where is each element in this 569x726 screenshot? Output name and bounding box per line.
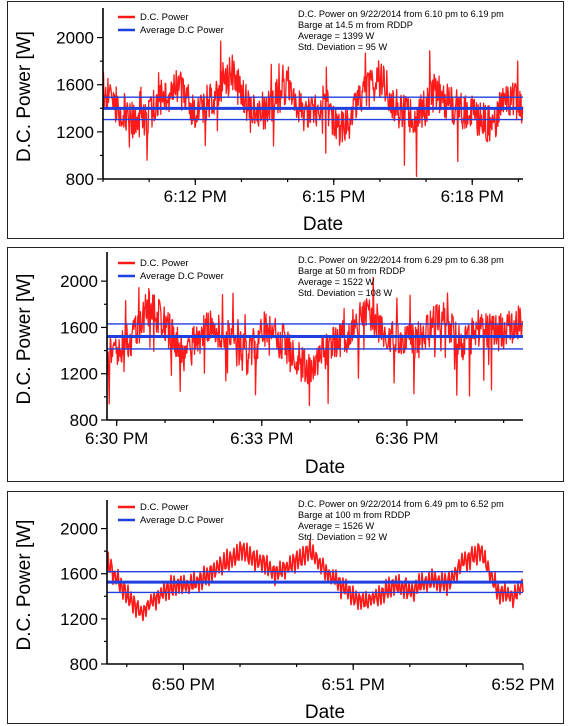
annotation-line: D.C. Power on 9/22/2014 from 6.49 pm to … xyxy=(298,499,504,509)
y-axis-label: D.C. Power [W] xyxy=(14,274,35,405)
x-tick-label: 6:36 PM xyxy=(375,429,438,448)
chart-svg: 800 1200 1600 2000 6:30 PM 6:33 PM 6:36 PM Date… xyxy=(14,252,524,478)
dc-power-series-line xyxy=(102,40,524,178)
y-tick-label: 1200 xyxy=(56,123,94,142)
annotation-line: Std. Deviation = 92 W xyxy=(298,532,387,542)
legend-average-label: Average D.C Power xyxy=(140,271,224,282)
annotation-line: Barge at 100 m from RDDP xyxy=(298,510,410,520)
legend-dc-power-label: D.C. Power xyxy=(140,258,189,269)
x-tick-label: 6:18 PM xyxy=(441,187,504,206)
y-tick-label: 1200 xyxy=(60,365,98,384)
annotation-line: Average = 1522 W xyxy=(298,277,375,287)
y-axis-label: D.C. Power [W] xyxy=(14,520,35,651)
legend-dc-power-label: D.C. Power xyxy=(140,502,189,513)
annotation-line: Average = 1399 W xyxy=(298,31,375,41)
chart-svg: 800 1200 1600 2000 6:12 PM 6:15 PM 6:18 PM Date… xyxy=(14,8,524,235)
legend-average-label: Average D.C Power xyxy=(140,25,224,36)
x-tick-label: 6:30 PM xyxy=(85,429,148,448)
annotation-line: Barge at 50 m from RDDP xyxy=(298,266,405,276)
dc-power-series-line xyxy=(106,539,524,622)
y-tick-label: 2000 xyxy=(56,29,94,48)
y-tick-label: 800 xyxy=(70,411,98,430)
annotation-line: D.C. Power on 9/22/2014 from 6.29 pm to … xyxy=(298,255,504,265)
x-tick-label: 6:12 PM xyxy=(164,187,227,206)
x-tick-label: 6:51 PM xyxy=(322,675,385,694)
x-tick-label: 6:52 PM xyxy=(491,675,554,694)
x-axis-label: Date xyxy=(303,214,343,235)
x-tick-label: 6:15 PM xyxy=(302,187,365,206)
y-tick-label: 1600 xyxy=(60,318,98,337)
annotation-line: D.C. Power on 9/22/2014 from 6.10 pm to … xyxy=(298,9,504,19)
y-tick-label: 2000 xyxy=(60,520,98,539)
chart-panel-3: 800 1200 1600 2000 6:50 PM 6:51 PM 6:52 PM Date… xyxy=(7,491,564,724)
annotation-line: Barge at 14.5 m from RDDP xyxy=(298,20,413,30)
legend-average-label: Average D.C Power xyxy=(140,515,224,526)
y-tick-label: 1600 xyxy=(60,565,98,584)
chart-panel-1: 800 1200 1600 2000 6:12 PM 6:15 PM 6:18 PM Date… xyxy=(7,1,564,239)
chart-panel-2: 800 1200 1600 2000 6:30 PM 6:33 PM 6:36 PM Date… xyxy=(7,247,564,482)
chart-svg: 800 1200 1600 2000 6:50 PM 6:51 PM 6:52 PM Date… xyxy=(14,499,555,723)
annotation-line: Std. Deviation = 108 W xyxy=(298,288,393,298)
x-axis-label: Date xyxy=(305,457,345,478)
y-tick-label: 1600 xyxy=(56,76,94,95)
y-axis-label: D.C. Power [W] xyxy=(14,31,35,162)
y-tick-label: 2000 xyxy=(60,272,98,291)
legend-dc-power-label: D.C. Power xyxy=(140,12,189,23)
x-axis-label: Date xyxy=(305,702,345,723)
y-tick-label: 800 xyxy=(70,655,98,674)
annotation-line: Average = 1526 W xyxy=(298,521,375,531)
x-tick-label: 6:33 PM xyxy=(230,429,293,448)
x-tick-label: 6:50 PM xyxy=(152,675,215,694)
y-tick-label: 800 xyxy=(66,170,94,189)
annotation-line: Std. Deviation = 95 W xyxy=(298,42,387,52)
y-tick-label: 1200 xyxy=(60,610,98,629)
